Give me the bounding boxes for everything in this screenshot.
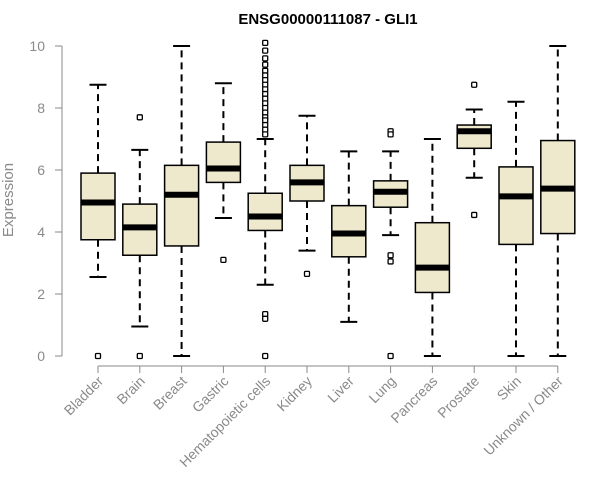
- box-liver: [331, 150, 367, 323]
- iqr-box: [163, 164, 200, 247]
- iqr-box: [247, 192, 283, 232]
- x-tick-label: Prostate: [434, 373, 482, 421]
- x-tick-label: Brain: [113, 373, 147, 407]
- x-tick-label: Lung: [365, 373, 398, 406]
- y-tick-label: 8: [37, 100, 45, 116]
- y-axis-label: Expression: [0, 163, 17, 237]
- iqr-box: [414, 221, 451, 294]
- outlier-point: [220, 256, 227, 264]
- x-tick-label: Unknown / Other: [480, 373, 566, 459]
- outlier-point: [471, 81, 478, 88]
- y-tick-label: 10: [29, 38, 45, 54]
- x-tick-label: Liver: [324, 373, 357, 406]
- box-breast: [163, 45, 200, 357]
- box-pancreas: [414, 138, 451, 357]
- box-kidney: [289, 114, 325, 278]
- box-hematopoietic-cells: [247, 39, 283, 360]
- outlier-point: [262, 352, 269, 360]
- outlier-point: [387, 258, 394, 265]
- outlier-point: [303, 270, 311, 278]
- box-lung: [372, 128, 409, 360]
- outlier-point: [387, 252, 394, 259]
- y-tick-label: 0: [37, 348, 45, 364]
- outlier-point: [136, 114, 143, 121]
- y-tick-label: 2: [37, 286, 45, 302]
- x-tick-label: Breast: [150, 373, 190, 413]
- outlier-point: [94, 352, 102, 360]
- outlier-point: [262, 39, 269, 47]
- box-bladder: [80, 83, 116, 360]
- outlier-point: [262, 315, 269, 322]
- outlier-point: [262, 131, 269, 138]
- box-unknown-other: [540, 45, 576, 357]
- box-prostate: [456, 81, 492, 219]
- outlier-point: [262, 61, 269, 68]
- y-axis: 0 2 4 6 8 10: [29, 38, 63, 364]
- box-gastric: [205, 82, 242, 264]
- iqr-box: [205, 141, 242, 184]
- outlier-point: [471, 211, 478, 219]
- outlier-point: [262, 55, 269, 62]
- outlier-point: [136, 352, 143, 360]
- y-tick-label: 6: [37, 162, 45, 178]
- box-brain: [122, 114, 158, 360]
- box-skin: [498, 100, 534, 357]
- boxes-group: [80, 39, 576, 360]
- x-tick-label: Bladder: [61, 373, 107, 419]
- outlier-point: [387, 131, 394, 138]
- x-tick-label: Skin: [494, 373, 525, 404]
- x-tick-label: Kidney: [274, 373, 316, 415]
- chart-title: ENSG00000111087 - GLI1: [238, 11, 417, 28]
- y-tick-label: 4: [37, 224, 45, 240]
- iqr-box: [80, 172, 116, 241]
- outlier-point: [387, 352, 394, 360]
- iqr-box: [498, 166, 534, 246]
- outlier-point: [262, 47, 269, 54]
